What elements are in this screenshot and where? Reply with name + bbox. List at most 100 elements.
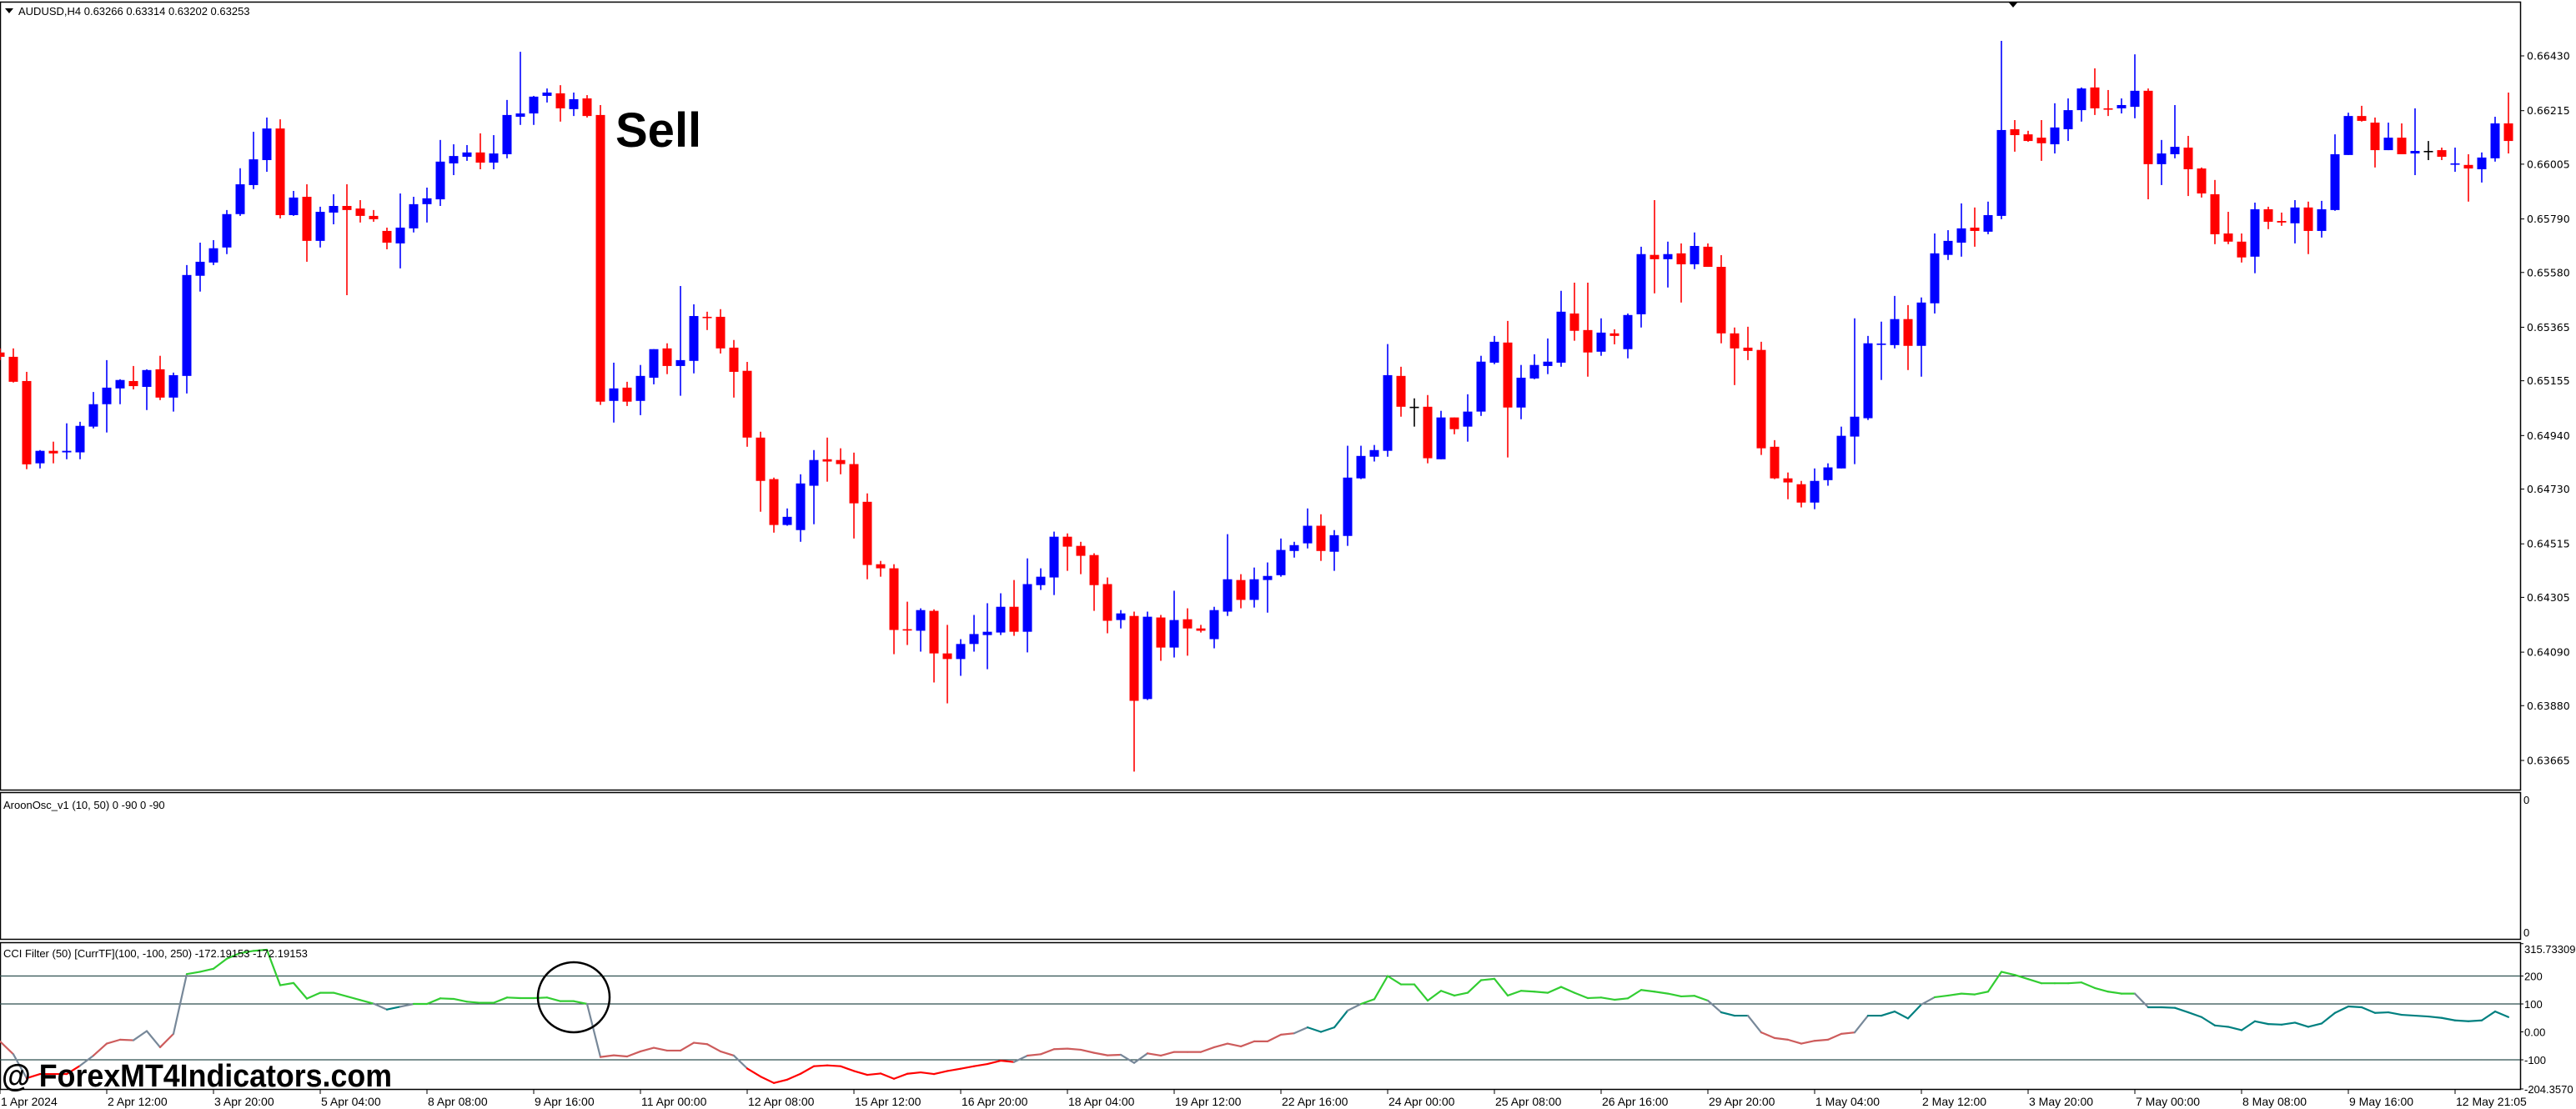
cci-segment [1800, 1040, 1816, 1045]
candle-body [2303, 207, 2313, 231]
candle [1516, 364, 1526, 419]
cci-axis-label: -204.3570 [2524, 1083, 2573, 1096]
candle [649, 349, 659, 384]
candle-body [155, 369, 165, 398]
price-axis-label: 0.66215 [2527, 104, 2570, 117]
candle-body [2050, 127, 2060, 145]
cci-segment [2333, 1005, 2350, 1014]
candle-body [315, 212, 325, 241]
cci-segment [1373, 975, 1389, 1001]
candle-body [382, 230, 392, 243]
candle [929, 609, 939, 683]
candle-body [2503, 123, 2513, 142]
cci-indicator-panel[interactable] [0, 941, 2522, 1091]
cci-segment [2240, 1020, 2257, 1031]
candle [8, 348, 18, 383]
time-axis[interactable]: 1 Apr 2024 2 Apr 12:00 3 Apr 20:00 5 Apr 04… [0, 1089, 2527, 1108]
candle [2450, 148, 2460, 173]
cci-segment [145, 1030, 162, 1049]
candle [2463, 153, 2473, 202]
candle [422, 187, 432, 223]
candle [168, 372, 178, 412]
cci-segment [2000, 971, 2016, 976]
candle-body [1543, 361, 1553, 366]
cci-segment [1693, 995, 1710, 1002]
candle [1076, 541, 1086, 575]
cci-segment [2200, 1016, 2217, 1026]
candle [822, 437, 832, 482]
candle [609, 362, 619, 423]
cci-segment [799, 1065, 816, 1075]
cci-segment [2173, 1006, 2190, 1014]
cci-segment [2440, 1016, 2457, 1021]
cci-segment [652, 1046, 669, 1052]
cci-segment [1533, 991, 1549, 994]
collapse-triangle-icon[interactable] [5, 8, 13, 13]
cci-segment [345, 995, 362, 1001]
aroon-indicator-panel[interactable] [0, 791, 2522, 941]
candle-body [942, 653, 952, 660]
candle [1316, 514, 1326, 561]
candle [1009, 580, 1019, 636]
candle-body [1876, 344, 1886, 345]
candle [1396, 366, 1406, 417]
cci-indicator-label: CCI Filter (50) [CurrTF](100, -100, 250)… [3, 947, 308, 960]
cci-segment [2227, 1026, 2243, 1031]
candle [1423, 394, 1433, 464]
cci-segment [919, 1071, 936, 1076]
candle-body [569, 98, 579, 109]
candle-body [128, 380, 138, 387]
candle [1796, 480, 1806, 508]
cci-segment [158, 1032, 175, 1049]
candle [355, 199, 365, 223]
candle [969, 615, 979, 652]
time-axis-label: 12 May 21:05 [2456, 1095, 2527, 1108]
candle [982, 603, 992, 670]
candle [1850, 318, 1860, 464]
main-price-panel[interactable] [0, 1, 2522, 791]
candle-body [249, 159, 259, 185]
cci-segment [1546, 986, 1563, 994]
cci-segment [1479, 977, 1496, 981]
cci-segment [906, 1071, 922, 1075]
candle [1436, 410, 1446, 459]
cci-segment [92, 1042, 108, 1057]
candle [1650, 199, 1660, 294]
candle-body [1903, 319, 1913, 346]
candle [1636, 246, 1646, 328]
candle-body [168, 374, 178, 398]
candle [2076, 87, 2086, 122]
cci-segment [1413, 983, 1429, 1002]
candle [1036, 568, 1046, 590]
candle-body [1596, 332, 1606, 352]
chart-shift-marker-icon[interactable] [2008, 2, 2018, 8]
cci-segment [118, 1038, 135, 1041]
cci-segment [359, 999, 375, 1005]
candle-body [2263, 208, 2273, 222]
cci-axis-label: 315.73309 [2524, 943, 2575, 956]
candle [1676, 243, 1686, 303]
candle [1022, 558, 1032, 653]
candle-body [1863, 343, 1873, 419]
candle-body [369, 215, 379, 219]
candle [1529, 354, 1539, 379]
cci-segment [78, 1054, 95, 1067]
candle-body [1129, 615, 1139, 701]
candle-body [2437, 150, 2447, 158]
candle-body [796, 483, 806, 530]
time-axis-label: 18 Apr 04:00 [1068, 1095, 1135, 1108]
candle-body [675, 359, 685, 366]
candle [315, 206, 325, 248]
candle-body [2250, 208, 2260, 257]
cci-segment [852, 1070, 869, 1076]
cci-segment [1386, 975, 1403, 986]
price-axis[interactable]: 0.66430 0.66215 0.66005 0.65790 0.65580 0.653… [2520, 50, 2570, 767]
cci-segment [2213, 1024, 2230, 1028]
cci-segment [505, 996, 522, 1000]
candle-body [729, 347, 739, 372]
cci-segment [1933, 994, 1950, 999]
candle-body [1983, 215, 1993, 232]
cci-segment [1786, 1038, 1803, 1045]
time-axis-label: 29 Apr 20:00 [1709, 1095, 1775, 1108]
